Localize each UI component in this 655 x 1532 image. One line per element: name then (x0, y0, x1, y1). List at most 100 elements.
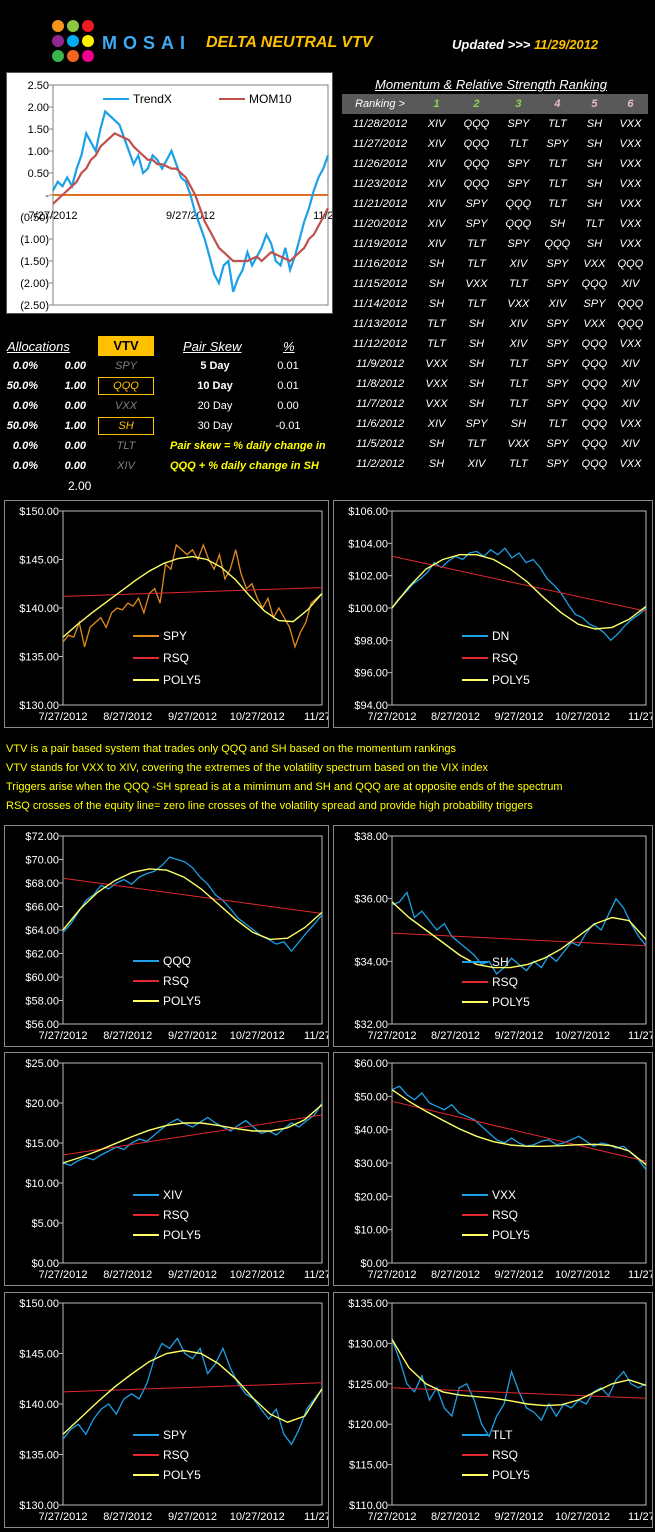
x-tick-label: 9/27/2012 (166, 210, 215, 222)
y-tick-label: $10.00 (25, 1178, 59, 1190)
legend-label: SPY (163, 629, 187, 643)
series-line-poly5 (62, 1104, 323, 1164)
legend-label: RSQ (163, 974, 189, 988)
ranking-cell: QQQ (581, 438, 608, 450)
ranking-cell: TLT (467, 258, 486, 270)
spy-chart-1: $150.00 $145.00 $140.00 $135.00 $130.007/27/… (19, 506, 340, 723)
ranking-date: 11/13/2012 (352, 318, 408, 330)
x-tick-label: 10/27/2012 (555, 1030, 610, 1042)
ranking-cell: QQQ (581, 458, 608, 470)
allocation-ticker: XIV (117, 460, 135, 472)
ranking-cell: SH (586, 178, 603, 190)
trend-chart-panel: 2.50 2.00 1.50 1.00 0.50 - (0.50) (1.00) (1.50) (… (6, 72, 344, 314)
y-tick-label: $5.00 (31, 1218, 59, 1230)
ranking-cell: XIV (427, 218, 446, 230)
y-tick-label: $10.00 (354, 1225, 388, 1237)
y-tick-label: $130.00 (19, 700, 59, 712)
series-line-qqq (62, 856, 323, 953)
y-tick-label: $38.00 (354, 831, 388, 843)
y-tick-label: $56.00 (25, 1019, 59, 1031)
legend-label: POLY5 (492, 673, 530, 687)
allocation-ticker: VXX (114, 400, 137, 412)
y-tick-label: $36.00 (354, 894, 388, 906)
vxx-chart-panel: $60.00 $50.00 $40.00 $30.00 $20.00 $10.00 $0.0… (333, 1052, 655, 1286)
ranking-cell: XIV (427, 138, 446, 150)
x-tick-label: 10/27/2012 (555, 1511, 610, 1523)
plot-area (391, 1302, 647, 1506)
xiv-chart: $25.00 $20.00 $15.00 $10.00 $5.00 $0.007/27/2… (25, 1058, 340, 1281)
x-tick-label: 9/27/2012 (168, 1269, 217, 1281)
x-tick-label: 7/27/2012 (368, 1030, 417, 1042)
y-tick-label: 2.00 (28, 102, 49, 114)
ranking-cell: SH (549, 218, 566, 230)
pair-skew-note: QQQ + % daily change in SH (170, 460, 319, 472)
ranking-cell: TLT (548, 118, 567, 130)
ranking-cell: QQQ (505, 218, 532, 230)
legend-label: RSQ (163, 651, 189, 665)
ranking-row: 11/6/2012 XIV SPY SH TLT QQQ VXX (342, 414, 648, 434)
dn-chart: $106.00 $104.00 $102.00 $100.00 $98.00 $96.00… (348, 506, 655, 723)
series-line-rsq (391, 555, 647, 612)
ranking-cell: TLT (509, 458, 528, 470)
y-tick-label: $140.00 (19, 1399, 59, 1411)
x-tick-label: 8/27/2012 (103, 1269, 152, 1281)
ranking-cell: TLT (548, 178, 567, 190)
x-tick-label: 7/27/2012 (368, 1269, 417, 1281)
ranking-cell: TLT (467, 298, 486, 310)
ranking-cell: VXX (619, 198, 642, 210)
ranking-cell: QQQ (463, 118, 490, 130)
ranking-date: 11/5/2012 (355, 438, 405, 450)
allocation-ticker: SH (98, 417, 154, 435)
ranking-row: 11/21/2012 XIV SPY QQQ TLT SH VXX (342, 194, 648, 214)
y-tick-label: $15.00 (25, 1138, 59, 1150)
ranking-cell: SPY (546, 358, 569, 370)
note-line: VTV stands for VXX to XIV, covering the … (6, 762, 489, 774)
x-tick-label: 7/27/2012 (368, 711, 417, 723)
logo-dot (52, 35, 64, 47)
series-line-xiv (62, 1102, 323, 1167)
allocation-weight: 0.00 (64, 440, 86, 452)
qqq-chart-panel: $72.00 $70.00 $68.00 $66.00 $64.00 $62.00 $60.… (4, 825, 340, 1047)
x-tick-label: 9/27/2012 (168, 1030, 217, 1042)
ranking-col-header: 1 (433, 98, 440, 110)
y-tick-label: $98.00 (354, 635, 388, 647)
y-tick-label: $100.00 (348, 603, 388, 615)
ranking-date: 11/21/2012 (352, 198, 408, 210)
vtv-badge: VTV (98, 336, 154, 356)
pair-skew-value: -0.01 (275, 420, 301, 432)
ranking-row: 11/5/2012 SH TLT VXX SPY QQQ XIV (342, 434, 648, 454)
spy-chart-panel-1: $150.00 $145.00 $140.00 $135.00 $130.00 7/27/… (4, 500, 340, 728)
x-tick-label: 8/27/2012 (103, 1030, 152, 1042)
y-tick-label: $115.00 (349, 1460, 388, 1472)
ranking-cell: QQQ (617, 298, 644, 310)
ranking-cell: SPY (507, 118, 530, 130)
series-line-rsq (62, 1114, 323, 1156)
x-tick-label: 8/27/2012 (431, 1030, 480, 1042)
y-tick-label: $110.00 (349, 1500, 388, 1512)
ranking-row: 11/16/2012 SH TLT XIV SPY VXX QQQ (342, 254, 648, 274)
y-tick-label: $0.00 (360, 1258, 388, 1270)
ranking-date: 11/28/2012 (352, 118, 408, 130)
ranking-date: 11/2/2012 (355, 458, 405, 470)
ranking-cell: XIV (467, 458, 486, 470)
y-tick-label: $64.00 (25, 925, 59, 937)
ranking-cell: XIV (509, 338, 528, 350)
pair-skew-title: Pair Skew (183, 339, 242, 354)
y-tick-label: $0.00 (31, 1258, 59, 1270)
y-tick-label: $120.00 (348, 1419, 388, 1431)
allocation-row: 50.0% 1.00 SH 30 Day -0.01 (0, 416, 345, 436)
series-line-sh (391, 891, 647, 975)
ranking-cell: XIV (621, 398, 640, 410)
allocation-pct: 0.0% (12, 360, 38, 372)
series-line-poly5 (62, 868, 323, 941)
ranking-cell: TLT (467, 238, 486, 250)
ranking-cell: SH (510, 418, 527, 430)
y-tick-label: $145.00 (19, 555, 59, 567)
pair-skew-value: 0.00 (277, 400, 299, 412)
legend-label: POLY5 (492, 995, 530, 1009)
tlt-chart: $135.00 $130.00 $125.00 $120.00 $115.00 $110.… (348, 1298, 655, 1523)
updated-date: 11/29/2012 (534, 37, 599, 52)
ranking-cell: SPY (465, 198, 488, 210)
ranking-cell: SPY (546, 378, 569, 390)
series-line-poly5 (391, 1089, 647, 1166)
